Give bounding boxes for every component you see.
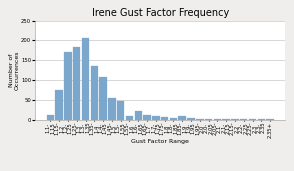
Y-axis label: Number of
Occurrences: Number of Occurrences bbox=[9, 50, 20, 90]
Bar bbox=[73, 47, 81, 120]
Title: Irene Gust Factor Frequency: Irene Gust Factor Frequency bbox=[92, 8, 229, 18]
Bar bbox=[266, 119, 274, 120]
Bar bbox=[117, 101, 124, 120]
Bar bbox=[222, 119, 230, 120]
Bar bbox=[161, 116, 168, 120]
Bar bbox=[56, 90, 63, 120]
Bar bbox=[82, 38, 89, 120]
Bar bbox=[196, 119, 203, 120]
Bar bbox=[47, 115, 54, 120]
Bar bbox=[178, 116, 186, 120]
Bar bbox=[91, 66, 98, 120]
Bar bbox=[143, 115, 151, 120]
Bar bbox=[240, 119, 248, 120]
Bar bbox=[231, 119, 239, 120]
Bar bbox=[205, 119, 212, 120]
Bar bbox=[249, 119, 256, 120]
Bar bbox=[135, 111, 142, 120]
Bar bbox=[152, 116, 160, 120]
Bar bbox=[108, 98, 116, 120]
Bar bbox=[187, 118, 195, 120]
Bar bbox=[214, 119, 221, 120]
X-axis label: Gust Factor Range: Gust Factor Range bbox=[131, 139, 189, 144]
Bar bbox=[170, 118, 177, 120]
Bar bbox=[99, 77, 107, 120]
Bar bbox=[126, 116, 133, 120]
Bar bbox=[64, 52, 72, 120]
Bar bbox=[258, 119, 265, 120]
